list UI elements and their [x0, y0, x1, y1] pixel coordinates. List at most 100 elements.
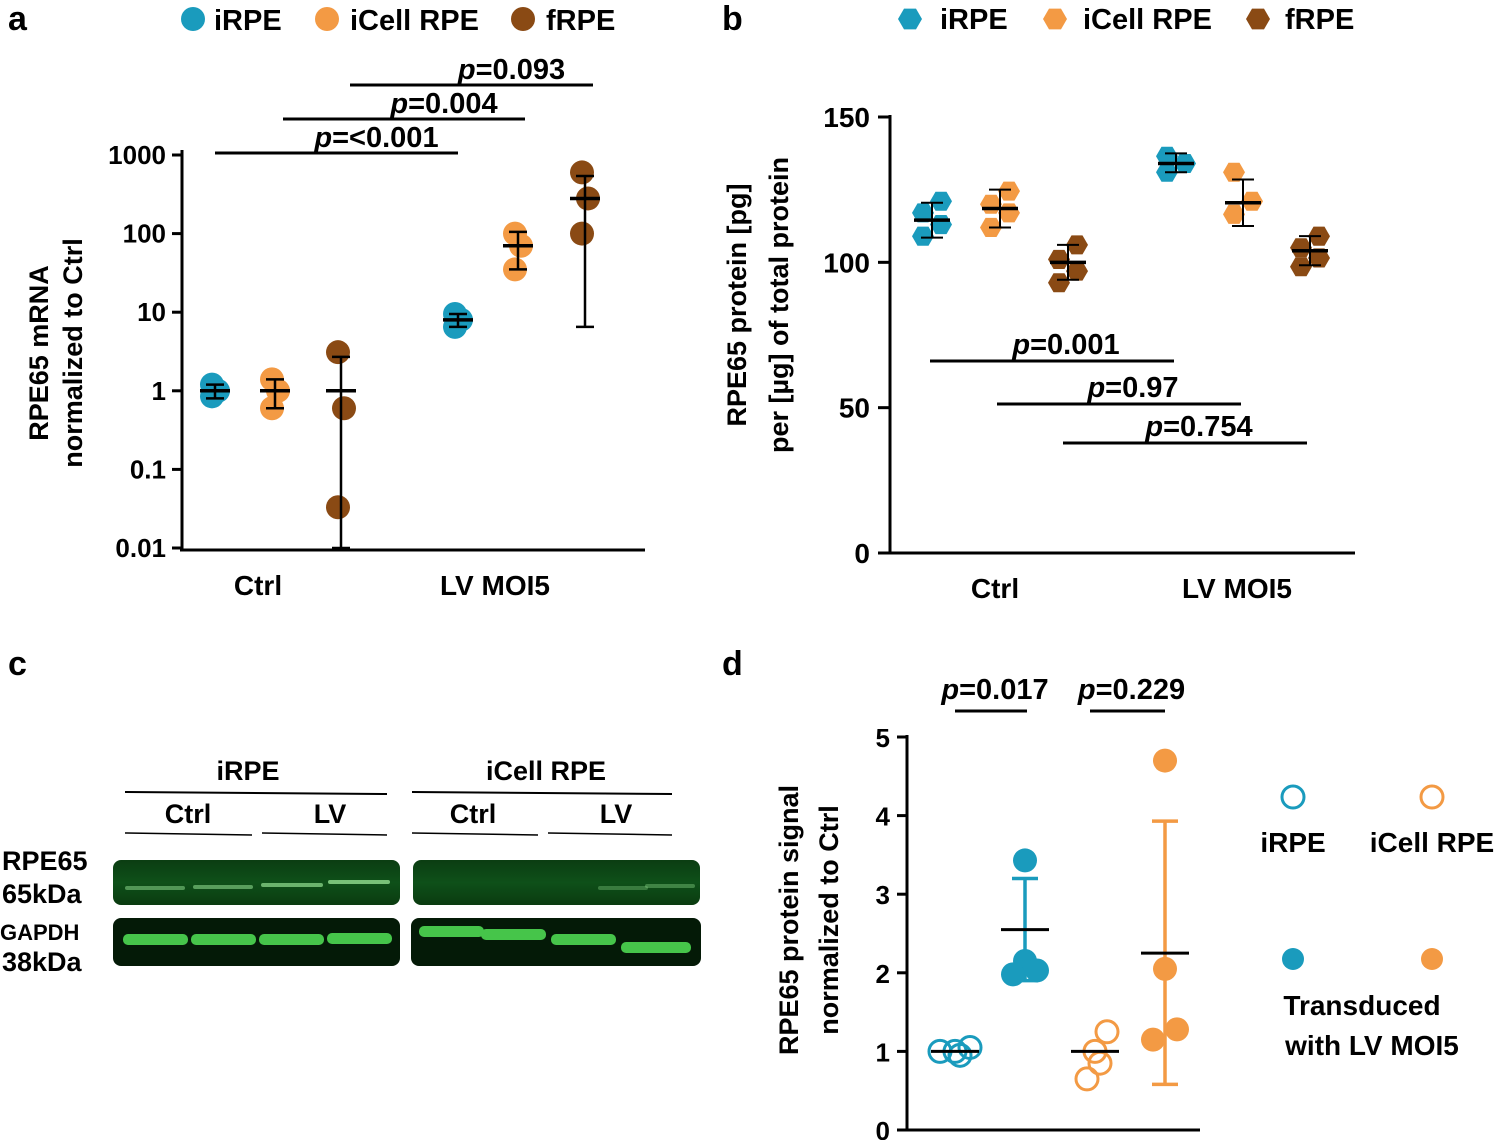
legend-a-frpe: fRPE — [546, 5, 615, 37]
blot-group-irpe-line — [124, 791, 388, 795]
panel-a-point — [326, 495, 350, 520]
legend-d-icell-filled-marker — [1421, 948, 1443, 970]
panel-a-ylabel-line2: normalized to Ctrl — [58, 238, 88, 468]
panel-d-point — [1013, 848, 1037, 873]
panel-d-point — [1025, 958, 1049, 983]
panel-a-xtick-lv: LV MOI5 — [440, 570, 550, 601]
panel-a-chart: 0.01 0.1 1 10 100 1000 RPE65 mRNA normalized … — [24, 5, 645, 601]
blot-lane-ctrl-1: Ctrl — [165, 799, 212, 829]
blot-row-gapdh-kda: 38kDa — [2, 947, 83, 977]
panel-b-xtick-lv: LV MOI5 — [1182, 573, 1292, 604]
panel-d-point — [1074, 1066, 1100, 1092]
panel-b-point — [1156, 146, 1178, 166]
panel-b-point — [930, 191, 952, 211]
panel-b-point — [980, 194, 1002, 214]
blot-lane-line-3 — [411, 832, 539, 836]
panel-b-point — [1048, 249, 1070, 269]
panel-a-ylabel-line1: RPE65 mRNA — [24, 265, 54, 441]
blot-lane-line-2 — [261, 832, 388, 836]
legend-a-irpe: iRPE — [214, 5, 282, 37]
panel-b-ytick-label: 150 — [823, 102, 870, 133]
panel-b-ylabel-line2: per [µg] of total protein — [764, 157, 794, 453]
blot-gapdh-irpe — [113, 918, 400, 966]
panel-d-ytick-label: 2 — [876, 959, 890, 989]
panel-b-pvalue: p=0.754 — [1144, 411, 1252, 443]
panel-d-ytick-label: 3 — [876, 880, 890, 910]
legend-b-frpe: fRPE — [1285, 4, 1354, 36]
panel-b-point — [998, 203, 1020, 223]
panel-a-ytick-label: 1000 — [108, 140, 166, 170]
panel-b-point — [912, 226, 934, 246]
panel-d-pvalue: p=0.229 — [1077, 674, 1185, 706]
panel-b-point — [1290, 257, 1312, 277]
panel-a-ytick-label: 0.01 — [115, 533, 166, 563]
panel-a-pvalue: p=0.004 — [389, 88, 497, 120]
blot-lane-line-4 — [547, 832, 673, 836]
panel-b-point — [930, 215, 952, 235]
panel-a-pvalue: p=0.093 — [457, 54, 565, 86]
panel-a-point — [332, 396, 356, 421]
blot-row-rpe65: RPE65 — [2, 846, 88, 876]
panel-b-point — [1223, 162, 1245, 182]
panel-d-ytick-label: 0 — [876, 1116, 890, 1140]
legend-d-irpe-filled-marker — [1282, 948, 1304, 970]
panel-d-point — [1153, 748, 1177, 773]
panel-d-ylabel-line2: normalized to Ctrl — [814, 805, 844, 1035]
panel-b-point — [912, 203, 934, 223]
blot-lane-ctrl-2: Ctrl — [450, 799, 497, 829]
panel-b-point — [1066, 261, 1088, 281]
panel-b-xtick-ctrl: Ctrl — [971, 573, 1019, 604]
panel-a-ytick-label: 10 — [137, 297, 166, 327]
panel-b-point — [1290, 238, 1312, 258]
legend-d-transduced-1: Transduced — [1283, 990, 1440, 1021]
panel-label-d: d — [722, 645, 743, 683]
legend-b-marker — [1043, 8, 1067, 30]
legend-d-icell-open-marker — [1419, 784, 1445, 810]
legend-b-icell: iCell RPE — [1083, 4, 1212, 36]
blot-group-icell-line — [411, 791, 673, 795]
panel-a-point — [570, 221, 594, 246]
panel-b-ytick-label: 0 — [854, 538, 870, 569]
panel-b-point — [998, 181, 1020, 201]
legend-b-marker — [898, 8, 922, 30]
blot-rpe65-icell — [413, 860, 700, 905]
legend-a-icell: iCell RPE — [350, 5, 479, 37]
panel-d-point — [1165, 1017, 1189, 1042]
panel-a-point — [503, 221, 527, 246]
blot-group-icell: iCell RPE — [486, 756, 606, 786]
panel-d-ytick-label: 4 — [876, 802, 891, 832]
panel-d-point — [947, 1042, 973, 1068]
blot-lane-lv-1: LV — [314, 799, 347, 829]
panel-b-chart: 0 50 100 150 RPE65 protein [pg] per [µg] of… — [722, 4, 1355, 604]
panel-d-chart: 0 1 2 3 4 5 RPE65 protein signal normalized t… — [774, 674, 1494, 1140]
panel-d-ytick-label: 1 — [876, 1037, 890, 1067]
legend-a-frpe-marker — [511, 7, 535, 31]
blot-row-gapdh: GAPDH — [0, 920, 79, 945]
panel-d-ytick-label: 5 — [876, 723, 890, 753]
panel-d-point — [1094, 1019, 1120, 1045]
legend-d-irpe-open-marker — [1280, 784, 1306, 810]
legend-d-icell: iCell RPE — [1370, 827, 1494, 858]
blot-group-irpe: iRPE — [216, 756, 279, 786]
panel-c-blot-labels: iRPE iCell RPE Ctrl LV Ctrl LV RPE65 65k… — [0, 756, 673, 977]
panel-a-point — [326, 340, 350, 365]
blot-lane-lv-2: LV — [600, 799, 633, 829]
legend-d-transduced-2: with LV MOI5 — [1284, 1030, 1459, 1061]
panel-a-ytick-label: 1 — [152, 376, 166, 406]
panel-d-ylabel-line1: RPE65 protein signal — [774, 785, 804, 1055]
panel-b-ylabel-line1: RPE65 protein [pg] — [722, 183, 752, 426]
legend-b-marker — [1246, 8, 1270, 30]
panel-d-point — [1153, 956, 1177, 981]
panel-a-ytick-label: 0.1 — [130, 454, 166, 484]
legend-a-irpe-marker — [181, 7, 205, 31]
panel-b-point — [1048, 273, 1070, 293]
blot-gapdh-icell — [411, 918, 701, 966]
panel-label-b: b — [722, 0, 743, 38]
blot-row-rpe65-kda: 65kDa — [2, 879, 83, 909]
panel-d-point — [1001, 962, 1025, 987]
panel-label-c: c — [8, 645, 27, 683]
legend-d-irpe: iRPE — [1260, 827, 1325, 858]
panel-b-point — [1308, 248, 1330, 268]
panel-d-point — [1141, 1027, 1165, 1052]
